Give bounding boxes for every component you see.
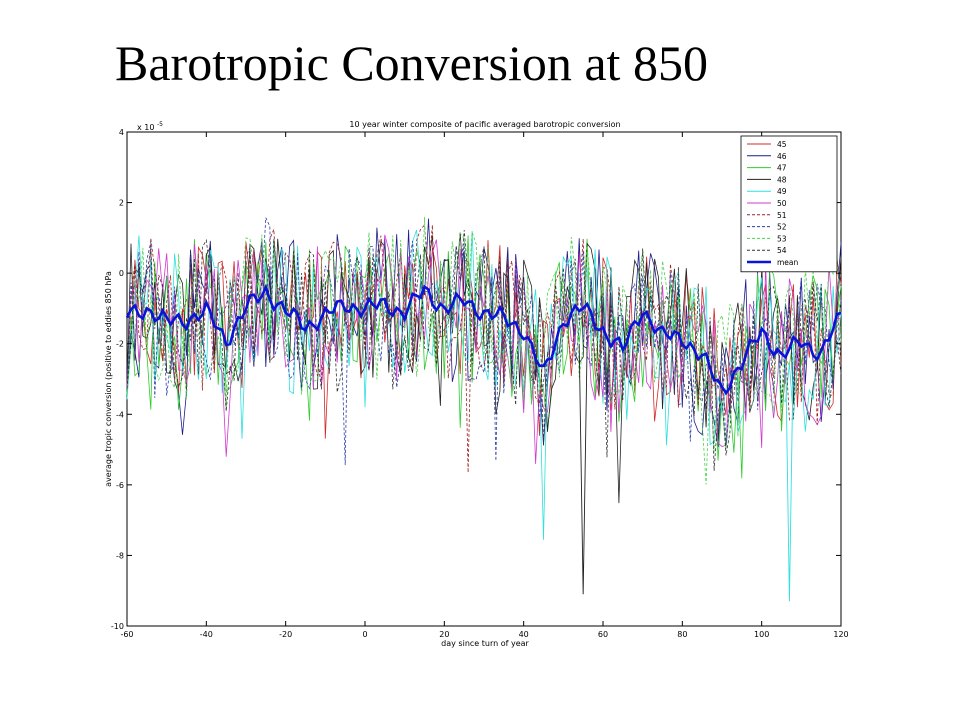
legend-label: 51: [777, 211, 787, 220]
legend-label: 53: [777, 234, 787, 243]
x-tick-label: 0: [362, 630, 367, 639]
series-line-47: [126, 235, 842, 479]
x-axis-label: day since turn of year: [441, 639, 529, 648]
legend: 45 46 47 48 49 50 51 52 53 54 mean: [740, 135, 838, 273]
x-tick-label: 60: [598, 630, 608, 639]
legend-label: 49: [777, 187, 787, 196]
y-tick-label: -2: [116, 340, 124, 349]
y-exponent-power: -5: [157, 121, 163, 128]
y-axis-label: average tropic conversion (positive to e…: [104, 271, 113, 487]
legend-label: 46: [777, 152, 787, 161]
legend-label: 45: [777, 140, 787, 149]
x-tick-label: 120: [833, 630, 848, 639]
series-line-51: [126, 224, 842, 473]
series-layer: [125, 216, 842, 602]
x-tick-label: -40: [200, 630, 213, 639]
series-line-50: [126, 234, 842, 464]
legend-label: 47: [777, 164, 787, 173]
series-line-mean: [125, 283, 842, 396]
y-tick-label: -8: [116, 551, 124, 560]
x-tick-label: 100: [754, 630, 769, 639]
x-tick-label: 80: [677, 630, 687, 639]
legend-label: 48: [777, 175, 787, 184]
series-line-54: [126, 229, 842, 471]
x-tick-label: -60: [120, 630, 133, 639]
y-tick-label: 2: [119, 199, 124, 208]
x-tick-label: 40: [519, 630, 529, 639]
legend-box: [740, 135, 838, 273]
spike-mark: [578, 343, 588, 595]
x-tick-label: -20: [279, 630, 292, 639]
y-tick-label: -4: [116, 410, 124, 419]
series-line-53: [126, 216, 842, 485]
series-line-52: [126, 217, 842, 466]
y-exponent-base: x 10: [137, 123, 154, 132]
slide-title: Barotropic Conversion at 850: [115, 35, 708, 91]
legend-label: mean: [777, 258, 799, 267]
plot-area: [126, 131, 842, 627]
y-tick-label: 4: [119, 128, 124, 137]
y-tick-label: 0: [119, 269, 124, 278]
legend-label: 54: [777, 246, 787, 255]
legend-label: 50: [777, 199, 787, 208]
y-exponent-label: x 10 -5: [137, 121, 163, 132]
y-tick-label: -10: [111, 622, 124, 631]
spike-mark: [785, 343, 794, 602]
series-line-48: [126, 232, 842, 504]
chart-title: 10 year winter composite of pacific aver…: [349, 120, 620, 129]
y-tick-label: -6: [116, 481, 124, 490]
x-tick-label: 20: [439, 630, 449, 639]
legend-label: 52: [777, 223, 787, 232]
